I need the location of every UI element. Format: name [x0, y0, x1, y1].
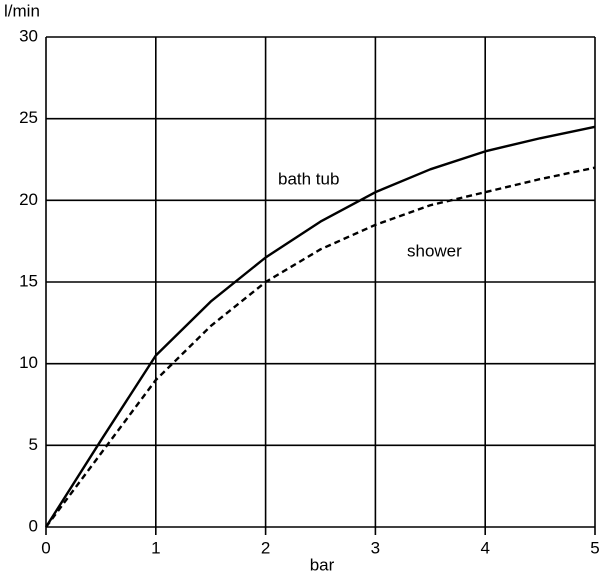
x-tick-label: 1: [151, 538, 160, 557]
series-line: [45, 166, 596, 528]
x-tick-label: 5: [590, 538, 599, 557]
x-axis-label: bar: [310, 555, 335, 574]
y-tick-label: 5: [29, 435, 38, 454]
y-tick-label: 25: [19, 108, 38, 127]
y-axis-label: l/min: [4, 1, 40, 20]
series-line: [44, 125, 596, 528]
x-tick-label: 2: [261, 538, 270, 557]
y-tick-label: 0: [29, 516, 38, 535]
y-tick-label: 10: [19, 353, 38, 372]
series-label: bath tub: [278, 169, 339, 188]
series-label: shower: [407, 241, 462, 260]
y-tick-label: 15: [19, 271, 38, 290]
x-tick-label: 4: [480, 538, 489, 557]
y-tick-label: 20: [19, 190, 38, 209]
x-tick-label: 0: [41, 538, 50, 557]
y-tick-label: 30: [19, 26, 38, 45]
x-tick-label: 3: [371, 538, 380, 557]
